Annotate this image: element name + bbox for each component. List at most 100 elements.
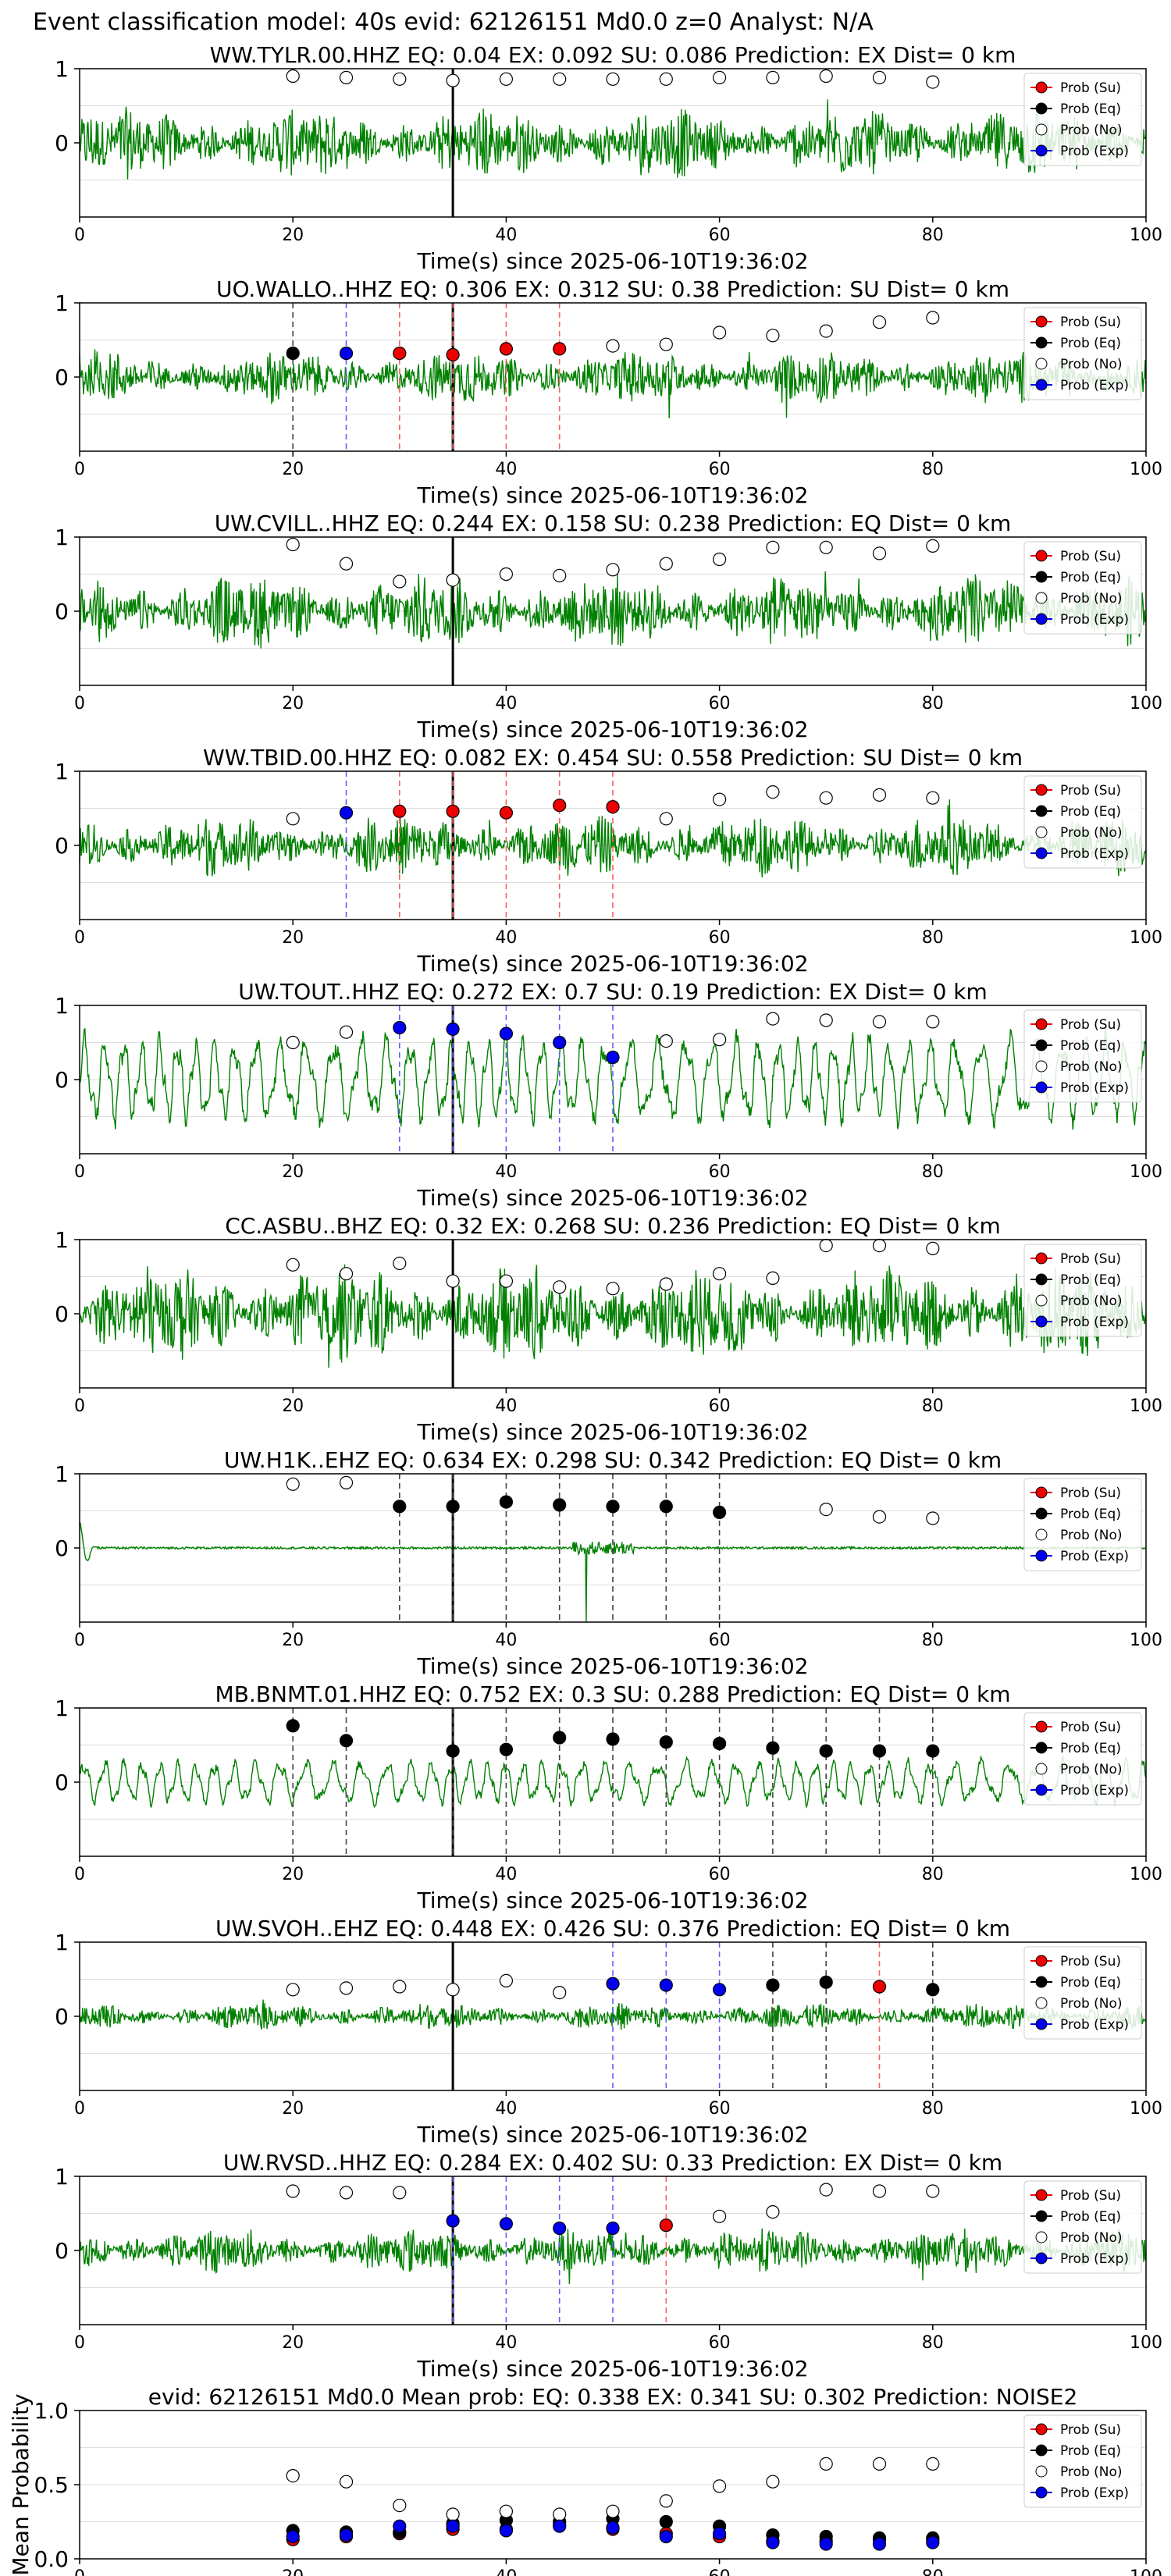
point-exp bbox=[553, 2519, 567, 2533]
legend-box bbox=[1023, 775, 1142, 869]
legend: Prob (Su) Prob (Eq) Prob (No) Prob (Exp) bbox=[1023, 541, 1142, 635]
y-tick-label: 1 bbox=[55, 525, 69, 550]
point-exp bbox=[926, 2535, 940, 2549]
legend-marker-no bbox=[1035, 358, 1048, 370]
legend: Prob (Su) Prob (Eq) Prob (No) Prob (Exp) bbox=[1023, 1712, 1142, 1806]
legend-label: Prob (Exp) bbox=[1060, 2017, 1129, 2033]
x-tick-label: 60 bbox=[709, 460, 731, 479]
marker-exp bbox=[446, 1022, 460, 1037]
marker-exp bbox=[553, 1035, 567, 1050]
marker-no bbox=[606, 1282, 620, 1296]
panel-6: CC.ASBU..BHZ EQ: 0.32 EX: 0.268 SU: 0.23… bbox=[55, 1213, 1162, 1445]
legend-label: Prob (Eq) bbox=[1060, 2443, 1121, 2459]
x-tick-label: 0 bbox=[74, 928, 85, 948]
y-tick-label: 0 bbox=[55, 1535, 69, 1561]
marker-su bbox=[393, 347, 407, 361]
x-tick-label: 60 bbox=[709, 1865, 731, 1884]
legend-marker-eq bbox=[1035, 2444, 1048, 2457]
legend-marker-exp bbox=[1035, 1784, 1048, 1796]
x-tick-label: 40 bbox=[495, 2567, 517, 2576]
legend-label: Prob (Exp) bbox=[1060, 1315, 1129, 1330]
marker-no bbox=[819, 2183, 833, 2197]
x-tick-label: 40 bbox=[495, 1631, 517, 1650]
y-tick-label: 0 bbox=[55, 130, 69, 156]
marker-no bbox=[872, 546, 887, 560]
legend-marker-exp bbox=[1035, 1550, 1048, 1562]
x-tick-label: 80 bbox=[922, 928, 944, 948]
point-no bbox=[766, 2475, 780, 2489]
legend-marker-exp bbox=[1035, 144, 1048, 157]
panel-title: UW.RVSD..HHZ EQ: 0.284 EX: 0.402 SU: 0.3… bbox=[223, 2150, 1002, 2176]
legend-label: Prob (No) bbox=[1060, 357, 1123, 372]
marker-no bbox=[446, 1983, 460, 1997]
point-exp bbox=[286, 2529, 300, 2544]
marker-no bbox=[872, 1510, 887, 1524]
marker-no bbox=[499, 1274, 514, 1288]
x-tick-label: 40 bbox=[495, 1865, 517, 1884]
point-no bbox=[819, 2457, 833, 2471]
panel-4: WW.TBID.00.HHZ EQ: 0.082 EX: 0.454 SU: 0… bbox=[55, 745, 1162, 977]
x-tick-label: 60 bbox=[709, 1397, 731, 1416]
marker-no bbox=[766, 785, 780, 799]
legend-marker-su bbox=[1035, 1955, 1048, 1967]
marker-exp bbox=[712, 1983, 727, 1997]
legend-label: Prob (No) bbox=[1060, 1528, 1123, 1543]
legend-box bbox=[1023, 541, 1142, 635]
panel-title: UW.H1K..EHZ EQ: 0.634 EX: 0.298 SU: 0.34… bbox=[224, 1447, 1002, 1473]
marker-no bbox=[766, 70, 780, 85]
legend-marker-eq bbox=[1035, 1273, 1048, 1286]
x-tick-label: 0 bbox=[74, 1865, 85, 1884]
marker-eq bbox=[659, 1500, 673, 1514]
marker-no bbox=[286, 1983, 300, 1997]
marker-eq bbox=[712, 1505, 727, 1520]
panel-3: UW.CVILL..HHZ EQ: 0.244 EX: 0.158 SU: 0.… bbox=[55, 511, 1162, 742]
y-tick-label: 0 bbox=[55, 1770, 69, 1795]
panel-10: UW.RVSD..HHZ EQ: 0.284 EX: 0.402 SU: 0.3… bbox=[55, 2150, 1162, 2382]
panel-9: UW.SVOH..EHZ EQ: 0.448 EX: 0.426 SU: 0.3… bbox=[55, 1916, 1162, 2147]
panel-title: evid: 62126151 Md0.0 Mean prob: EQ: 0.33… bbox=[148, 2384, 1078, 2410]
legend-label: Prob (No) bbox=[1060, 1762, 1123, 1777]
marker-no bbox=[393, 2186, 407, 2200]
legend-label: Prob (Su) bbox=[1060, 1017, 1121, 1033]
legend: Prob (Su) Prob (Eq) Prob (No) Prob (Exp) bbox=[1023, 1244, 1142, 1337]
marker-no bbox=[659, 72, 673, 86]
point-no bbox=[286, 2469, 300, 2483]
legend-label: Prob (Eq) bbox=[1060, 1038, 1121, 1054]
marker-eq bbox=[446, 1744, 460, 1758]
legend-box bbox=[1023, 307, 1142, 400]
x-tick-label: 20 bbox=[282, 2567, 304, 2576]
legend-label: Prob (Exp) bbox=[1060, 2485, 1129, 2501]
point-exp bbox=[766, 2535, 780, 2549]
legend-marker-su bbox=[1035, 81, 1048, 94]
x-tick-label: 0 bbox=[74, 2567, 85, 2576]
y-axis-label: Mean Probability bbox=[8, 2393, 34, 2575]
marker-eq bbox=[606, 1732, 620, 1746]
x-tick-label: 80 bbox=[922, 1397, 944, 1416]
panel-1: WW.TYLR.00.HHZ EQ: 0.04 EX: 0.092 SU: 0.… bbox=[55, 42, 1162, 274]
legend-label: Prob (No) bbox=[1060, 1996, 1123, 2012]
legend-marker-eq bbox=[1035, 1976, 1048, 1988]
legend-label: Prob (Su) bbox=[1060, 549, 1121, 564]
y-tick-label: 0 bbox=[55, 2004, 69, 2030]
marker-eq bbox=[339, 1734, 354, 1748]
marker-no bbox=[926, 2184, 940, 2198]
marker-no bbox=[712, 70, 727, 85]
legend-label: Prob (Eq) bbox=[1060, 101, 1121, 117]
marker-eq bbox=[872, 1744, 887, 1758]
waveform-trace bbox=[79, 1999, 1147, 2030]
x-tick-label: 80 bbox=[922, 1162, 944, 1182]
marker-exp bbox=[499, 1026, 514, 1041]
marker-no bbox=[766, 2205, 780, 2219]
legend-marker-eq bbox=[1035, 571, 1048, 583]
legend-marker-eq bbox=[1035, 2210, 1048, 2222]
x-axis-label: Time(s) since 2025-06-10T19:36:02 bbox=[416, 1419, 808, 1445]
marker-no bbox=[926, 791, 940, 805]
legend-label: Prob (Exp) bbox=[1060, 846, 1129, 862]
marker-no bbox=[872, 1015, 887, 1029]
marker-no bbox=[499, 72, 514, 86]
x-tick-label: 80 bbox=[922, 2567, 944, 2576]
marker-no bbox=[339, 1981, 354, 1995]
marker-no bbox=[553, 72, 567, 86]
legend-marker-no bbox=[1035, 1528, 1048, 1541]
marker-no bbox=[659, 1034, 673, 1048]
